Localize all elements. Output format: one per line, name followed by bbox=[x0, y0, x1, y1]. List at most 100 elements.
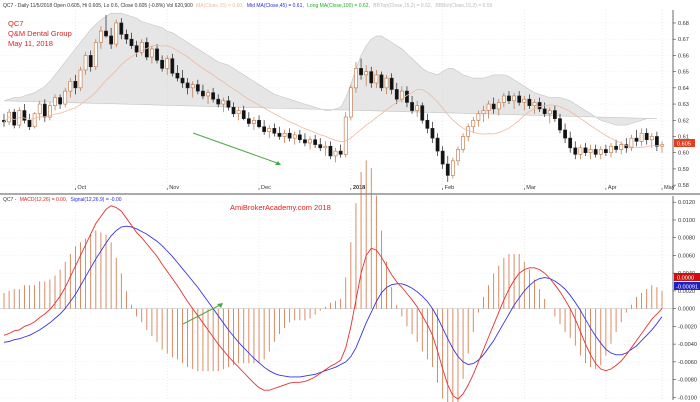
title-company: Q&M Dental Group bbox=[8, 29, 72, 38]
candle bbox=[308, 139, 312, 144]
candle bbox=[12, 111, 17, 126]
candle bbox=[211, 92, 216, 100]
macd-trend-arrow bbox=[217, 303, 223, 308]
candle bbox=[257, 119, 261, 128]
candle bbox=[512, 95, 516, 102]
candle bbox=[119, 22, 124, 35]
macd-y-tick-label: -0.0080 bbox=[678, 378, 697, 384]
candle bbox=[282, 132, 287, 137]
candle bbox=[221, 100, 226, 105]
macd-y-tick-label: 0.0100 bbox=[678, 218, 695, 224]
header-ma1: MA(Close,15) = 0.60, bbox=[196, 3, 243, 9]
candle bbox=[277, 132, 282, 137]
price-y-tick-label: 0.63 bbox=[678, 102, 689, 108]
candle bbox=[129, 38, 134, 46]
candle bbox=[262, 126, 267, 132]
candle bbox=[440, 150, 445, 165]
macd-y-tick-label: -0.0020 bbox=[678, 324, 697, 330]
candle bbox=[333, 150, 338, 157]
macd-histogram bbox=[3, 160, 663, 402]
candle bbox=[379, 74, 384, 89]
candle bbox=[629, 137, 634, 149]
candle bbox=[496, 102, 501, 110]
title-ticker: QC7 bbox=[8, 19, 23, 28]
candle bbox=[405, 90, 409, 103]
macd-y-tick-label: -0.0040 bbox=[678, 342, 697, 348]
price-y-tick-label: 0.65 bbox=[678, 70, 689, 76]
candle bbox=[272, 128, 277, 134]
candle bbox=[124, 34, 129, 40]
candle bbox=[63, 90, 68, 105]
macd-value-label: 0.0000 bbox=[677, 276, 694, 282]
svg-text:QC7 - MACD(12,26) = 0.00: QC7 - MACD(12,26) = 0.00, Signal(12,26,9… bbox=[3, 197, 122, 203]
macd-y-tick-label: 0.0120 bbox=[678, 200, 695, 206]
candle bbox=[491, 103, 496, 110]
candle bbox=[394, 89, 399, 100]
candle bbox=[297, 134, 302, 141]
candle bbox=[292, 134, 297, 139]
candle bbox=[456, 149, 460, 162]
candle bbox=[537, 102, 542, 110]
candle bbox=[374, 74, 379, 84]
candle bbox=[384, 77, 389, 89]
candle bbox=[144, 42, 149, 58]
candle bbox=[588, 149, 593, 154]
candle bbox=[634, 137, 639, 142]
candle bbox=[410, 102, 414, 111]
macd-header-macd: MACD(12,26) = 0.00, bbox=[20, 197, 67, 203]
signal-value-label: -0.00091 bbox=[676, 285, 698, 291]
candle bbox=[93, 42, 98, 68]
header-ma3: Long MA(Close,100) = 0.62, bbox=[307, 3, 370, 9]
price-x-tick-label: May bbox=[664, 185, 675, 191]
candle bbox=[231, 106, 236, 115]
candle bbox=[185, 82, 190, 89]
candle bbox=[58, 97, 62, 105]
price-y-tick-label: 0.60 bbox=[678, 151, 689, 157]
candle bbox=[267, 128, 272, 132]
candle bbox=[68, 81, 73, 92]
candle bbox=[313, 139, 318, 145]
header-ma2: Mid MA(Close,45) = 0.61, bbox=[247, 3, 304, 9]
candle bbox=[568, 137, 573, 149]
macd-y-tick-label: -0.0100 bbox=[678, 395, 697, 401]
price-x-tick-label: Nov bbox=[169, 185, 179, 191]
candle bbox=[37, 103, 42, 115]
candle bbox=[139, 42, 144, 53]
candle bbox=[507, 95, 511, 102]
candle bbox=[195, 84, 200, 92]
candle bbox=[216, 98, 221, 105]
candle bbox=[369, 71, 374, 84]
macd-y-tick-label: 0.0000 bbox=[678, 307, 695, 313]
candle bbox=[160, 59, 165, 69]
candle bbox=[593, 149, 598, 155]
candle bbox=[517, 95, 522, 103]
candle bbox=[78, 69, 83, 89]
price-x-tick-label: 2018 bbox=[353, 185, 365, 191]
candle bbox=[323, 145, 328, 149]
candle bbox=[542, 108, 547, 115]
trend-line-arrow bbox=[275, 161, 281, 165]
candle bbox=[359, 68, 363, 76]
price-y-tick-label: 0.58 bbox=[678, 183, 689, 189]
candle bbox=[501, 95, 506, 103]
candle bbox=[522, 98, 527, 103]
watermark: AmiBrokerAcademy.com 2018 bbox=[230, 203, 331, 212]
candle bbox=[578, 147, 583, 155]
candle bbox=[471, 119, 476, 128]
candle bbox=[343, 116, 348, 155]
price-x-tick-label: Dec bbox=[261, 185, 271, 191]
candle bbox=[649, 136, 654, 141]
candle bbox=[150, 48, 154, 58]
candle bbox=[655, 136, 659, 147]
price-pane: 0.58 0.59 0.60 0.61 0.62 0.63 0.64 0.65 0.66 0.67… bbox=[0, 10, 695, 191]
candle bbox=[486, 103, 491, 111]
candle bbox=[252, 119, 256, 124]
macd-line bbox=[3, 205, 663, 400]
last-price-marker bbox=[674, 139, 695, 147]
candle bbox=[583, 147, 588, 154]
candle bbox=[201, 90, 205, 97]
price-y-tick-label: 0.61 bbox=[678, 134, 689, 140]
svg-text:QC7 - Daily 11/5/2018 Open 0.6: QC7 - Daily 11/5/2018 Open 0.605, Hi 0.6… bbox=[3, 3, 492, 9]
